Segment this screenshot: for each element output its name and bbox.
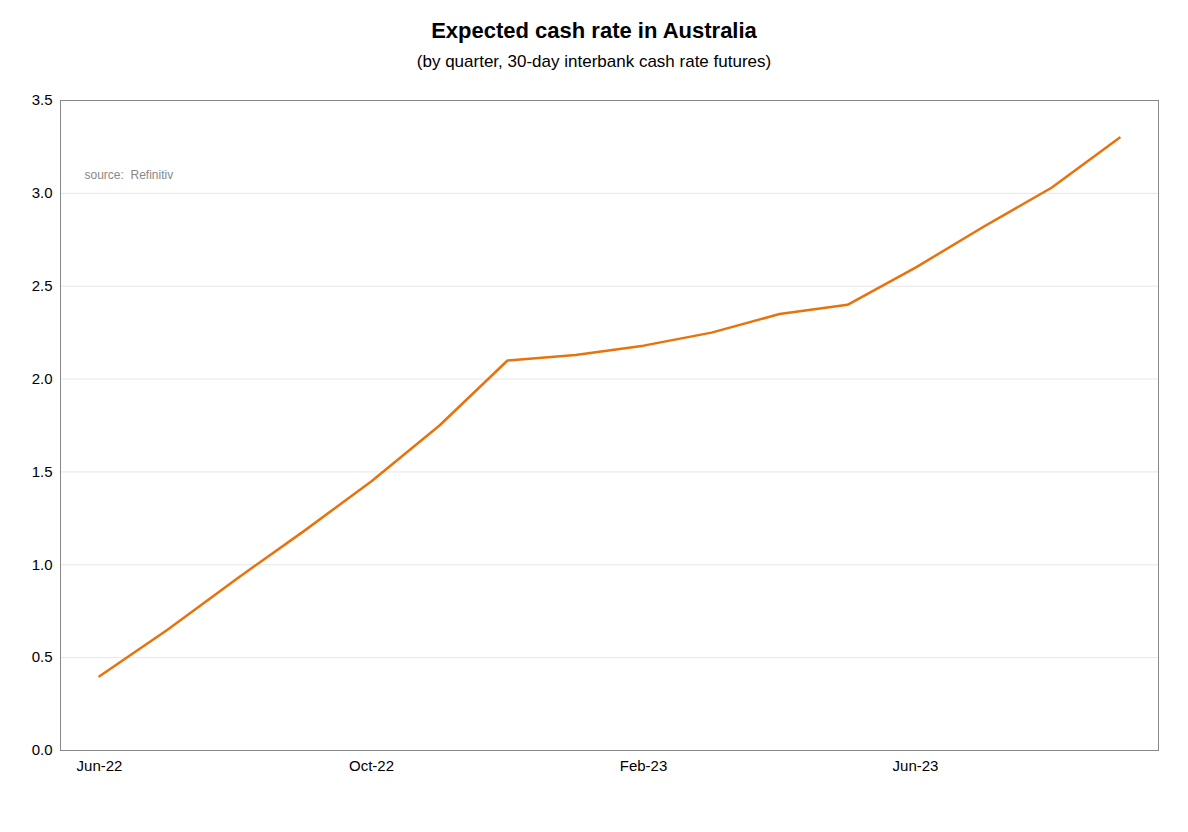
svg-text:2.0: 2.0 (32, 370, 53, 387)
svg-text:1.5: 1.5 (32, 463, 53, 480)
svg-text:3.0: 3.0 (32, 184, 53, 201)
html-text:Expected cash rate in Australi: Expected cash rate in Australia (431, 18, 757, 43)
svg-text:0.5: 0.5 (32, 648, 53, 665)
svg-text:source: Refinitiv: source: Refinitiv (85, 168, 174, 182)
html-text:(by quarter, 30-day interbank: (by quarter, 30-day interbank cash rate … (416, 52, 772, 71)
svg-text:Jun-23: Jun-23 (893, 757, 939, 774)
svg-text:Feb-23: Feb-23 (620, 757, 668, 774)
svg-text:3.5: 3.5 (32, 91, 53, 108)
svg-text:0.0: 0.0 (32, 741, 53, 758)
svg-text:1.0: 1.0 (32, 556, 53, 573)
svg-text:Jun-22: Jun-22 (77, 757, 123, 774)
svg-text:2.5: 2.5 (32, 277, 53, 294)
svg-text:Oct-22: Oct-22 (349, 757, 394, 774)
